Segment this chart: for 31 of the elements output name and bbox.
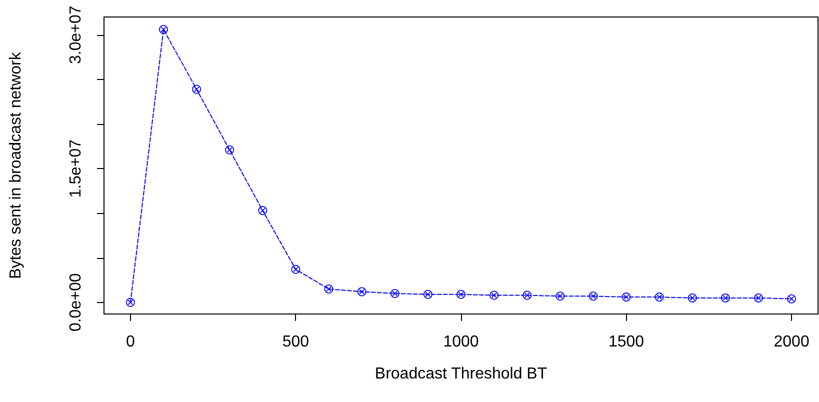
point	[654, 292, 664, 302]
point	[291, 264, 300, 274]
point	[225, 145, 234, 154]
point	[126, 298, 135, 307]
y-tick-label: 0.0e+00	[68, 273, 84, 332]
x-axis-title: Broadcast Threshold BT	[374, 366, 548, 382]
point	[357, 287, 366, 296]
x-tick-label: 0	[126, 334, 135, 350]
point	[490, 290, 499, 300]
y-axis-title: Bytes sent in broadcast network	[8, 51, 24, 279]
x-tick-label: 1000	[443, 334, 479, 350]
point	[588, 292, 598, 301]
point	[258, 206, 268, 216]
point	[192, 84, 202, 94]
point	[324, 284, 334, 294]
point	[423, 290, 432, 299]
point	[622, 292, 631, 302]
point	[688, 293, 697, 302]
point	[556, 292, 565, 301]
y-tick-label: 3.0e+07	[68, 6, 84, 64]
point	[522, 290, 532, 300]
point	[787, 294, 796, 304]
point	[390, 288, 400, 298]
point	[720, 293, 730, 302]
x-tick-label: 1500	[608, 334, 644, 350]
y-tick-label: 1.5e+07	[68, 139, 84, 198]
x-tick-label: 2000	[774, 334, 810, 350]
x-tick-label: 500	[282, 334, 310, 350]
point	[754, 293, 763, 302]
point	[456, 290, 466, 299]
point	[159, 24, 168, 34]
